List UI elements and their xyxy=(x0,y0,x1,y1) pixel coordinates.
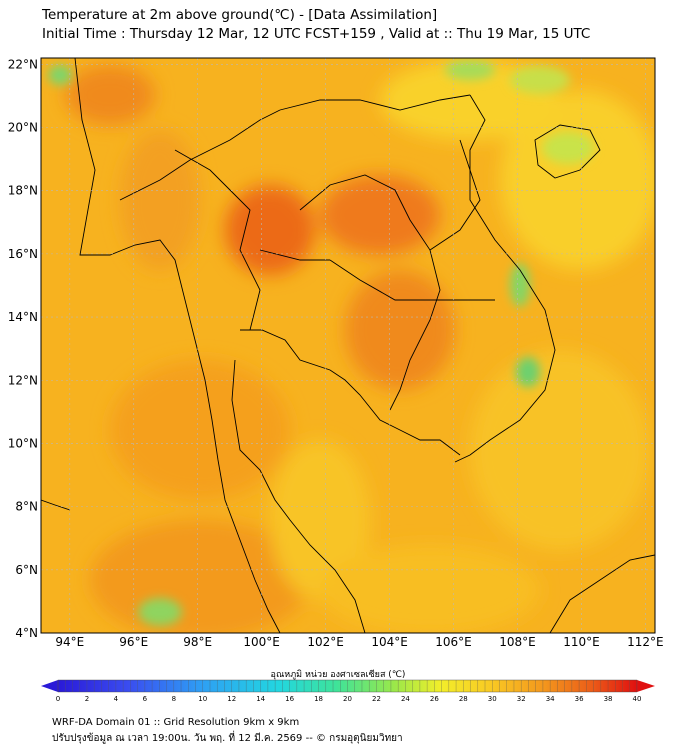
colorbar-tick-label: 2 xyxy=(85,695,89,703)
colorbar-min-arrow xyxy=(41,680,58,692)
lon-label: 110°E xyxy=(563,635,600,649)
colorbar-ticks: 0 2 4 6 8 10 12 14 16 18 20 22 24 26 28 30 32 34 36 38 40 xyxy=(56,680,642,703)
colorbar-tick-label: 32 xyxy=(517,695,526,703)
lat-label: 8°N xyxy=(15,500,38,514)
lon-label: 100°E xyxy=(243,635,280,649)
colorbar-tick-label: 10 xyxy=(198,695,207,703)
colorbar-tick-label: 30 xyxy=(488,695,497,703)
colorbar-title: อุณหภูมิ หน่วย องศาเซลเซียส (℃) xyxy=(270,670,406,680)
cool-zone xyxy=(542,132,594,164)
footer-line-1: WRF-DA Domain 01 :: Grid Resolution 9km … xyxy=(52,717,300,728)
lon-label: 94°E xyxy=(55,635,84,649)
longitude-labels: 94°E 96°E 98°E 100°E 102°E 104°E 106°E 108°E 110… xyxy=(55,635,663,649)
cool-zone xyxy=(516,357,540,387)
colorbar-tick-label: 24 xyxy=(401,695,410,703)
map-gridlines xyxy=(41,58,655,633)
lat-label: 22°N xyxy=(8,57,38,71)
mild-zone xyxy=(500,90,655,270)
cool-zone xyxy=(445,60,495,80)
lon-label: 102°E xyxy=(307,635,344,649)
lon-label: 104°E xyxy=(371,635,408,649)
colorbar-tick-label: 34 xyxy=(546,695,555,703)
mild-zone xyxy=(470,350,650,550)
temperature-field xyxy=(41,58,655,633)
cool-zone xyxy=(48,65,72,85)
colorbar-tick-label: 16 xyxy=(285,695,294,703)
mild-zone xyxy=(270,440,370,600)
colorbar-tick-label: 0 xyxy=(56,695,60,703)
colorbar-tick-label: 6 xyxy=(143,695,148,703)
colorbar-tick-label: 12 xyxy=(227,695,236,703)
colorbar-tick-label: 40 xyxy=(633,695,642,703)
chart-subtitle: Initial Time : Thursday 12 Mar, 12 UTC F… xyxy=(42,26,591,42)
footer-line-2: ปรับปรุงข้อมูล ณ เวลา 19:00น. วัน พฤ. ที… xyxy=(52,733,403,744)
warm-zone xyxy=(120,130,200,270)
cool-zone xyxy=(138,598,182,626)
lat-label: 4°N xyxy=(15,626,38,640)
lat-label: 6°N xyxy=(15,563,38,577)
lat-label: 10°N xyxy=(8,436,38,450)
colorbar-tick-label: 18 xyxy=(314,695,323,703)
lat-label: 16°N xyxy=(8,247,38,261)
map-frame xyxy=(40,57,656,634)
mild-zone xyxy=(320,545,540,633)
cool-zone xyxy=(510,66,570,94)
colorbar: 0 2 4 6 8 10 12 14 16 18 20 22 24 26 28 30 32 34 36 38 40 xyxy=(41,679,655,703)
lat-label: 20°N xyxy=(8,121,38,135)
country-borders xyxy=(41,58,655,633)
colorbar-tick-label: 14 xyxy=(256,695,265,703)
warm-zone xyxy=(65,65,155,125)
lon-label: 106°E xyxy=(435,635,472,649)
colorbar-tick-label: 28 xyxy=(459,695,468,703)
hot-zone xyxy=(320,175,440,255)
colorbar-tick-label: 36 xyxy=(575,695,584,703)
lat-label: 18°N xyxy=(8,184,38,198)
colorbar-tick-label: 20 xyxy=(343,695,352,703)
colorbar-tick-label: 26 xyxy=(430,695,439,703)
colorbar-max-arrow xyxy=(637,680,655,692)
lat-label: 12°N xyxy=(8,373,38,387)
colorbar-tick-label: 4 xyxy=(114,695,119,703)
colorbar-tick-label: 38 xyxy=(604,695,613,703)
lon-label: 96°E xyxy=(119,635,148,649)
warm-zone xyxy=(110,360,290,500)
lon-label: 98°E xyxy=(183,635,212,649)
latitude-labels: 22°N 20°N 18°N 16°N 14°N 12°N 10°N 8°N 6°N 4°N xyxy=(8,57,38,640)
colorbar-tick-label: 22 xyxy=(372,695,381,703)
chart-title: Temperature at 2m above ground(℃) - [Dat… xyxy=(42,7,438,23)
lon-label: 112°E xyxy=(627,635,664,649)
colorbar-tick-label: 8 xyxy=(172,695,176,703)
warm-zone xyxy=(345,270,455,390)
cool-zone xyxy=(510,263,530,307)
lon-label: 108°E xyxy=(499,635,536,649)
lat-label: 14°N xyxy=(8,310,38,324)
